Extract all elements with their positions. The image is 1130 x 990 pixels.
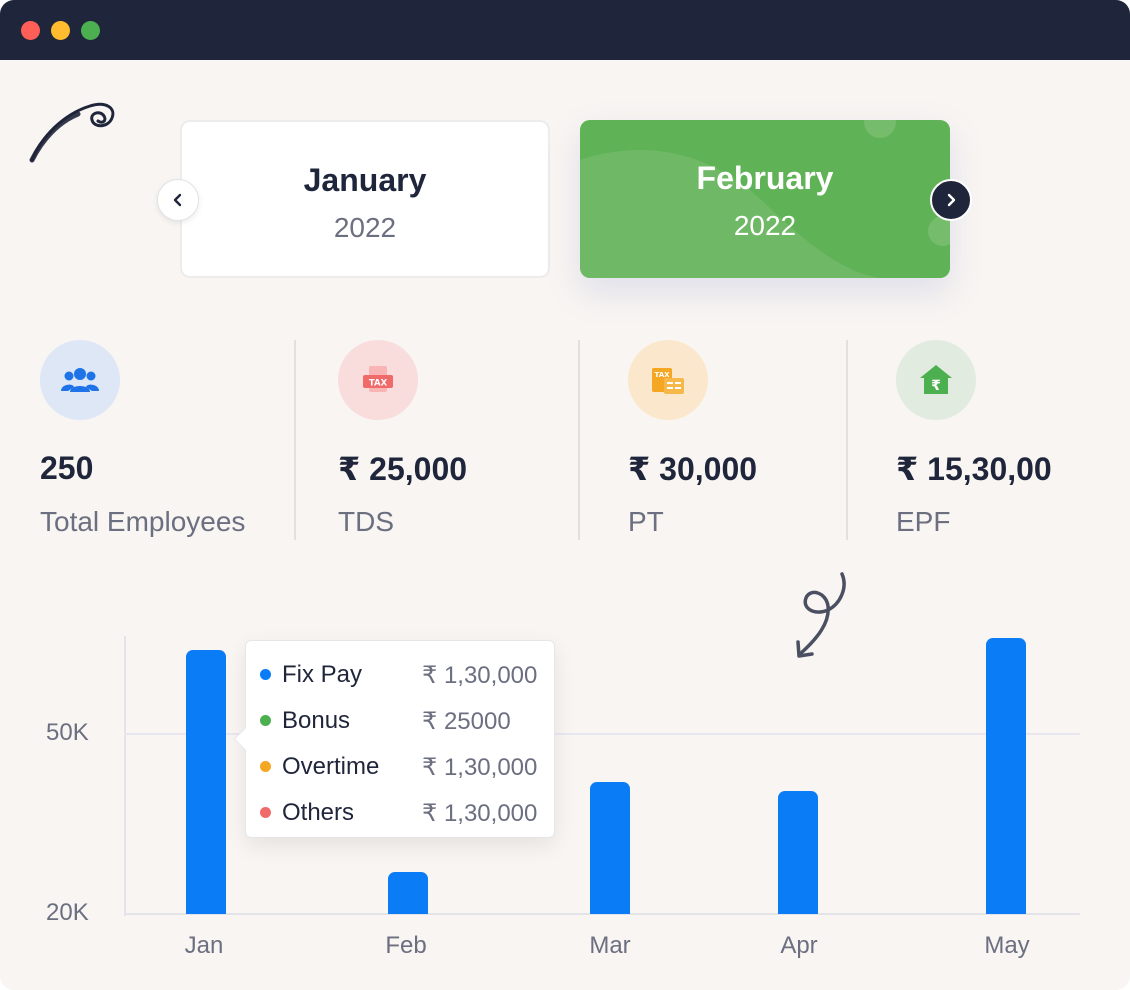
tooltip-row-overtime: Overtime ₹ 1,30,000: [246, 751, 556, 781]
divider: [294, 340, 296, 540]
tooltip-label: Bonus: [282, 707, 351, 734]
tooltip-value: ₹ 1,30,000: [422, 662, 538, 689]
card-bubble-decoration: [864, 120, 896, 138]
maximize-window-button[interactable]: [81, 21, 100, 40]
month-name: January: [303, 162, 427, 198]
svg-text:TAX: TAX: [369, 379, 388, 389]
card-wave-decoration: [580, 150, 880, 278]
close-window-button[interactable]: [21, 21, 40, 40]
stat-label: PT: [628, 506, 664, 537]
x-tick-label: Apr: [780, 932, 818, 959]
tax-document-icon: TAX: [338, 340, 418, 420]
users-icon: [40, 340, 120, 420]
stat-value: ₹ 30,000: [628, 451, 758, 487]
x-tick-label: Jan: [184, 932, 224, 959]
tooltip-value: ₹ 25000: [422, 708, 511, 735]
month-card-current[interactable]: February 2022: [580, 120, 950, 278]
swirl-doodle-icon: [29, 102, 115, 163]
stat-tds: TAX ₹ 25,000 TDS: [338, 340, 568, 540]
stat-value: ₹ 25,000: [338, 451, 468, 487]
tooltip-label: Overtime: [282, 753, 380, 780]
legend-dot: [260, 807, 271, 818]
stat-value: 250: [40, 450, 94, 486]
next-month-button[interactable]: [930, 179, 972, 221]
y-axis: [124, 636, 126, 916]
x-tick-label: Mar: [589, 932, 631, 959]
legend-dot: [260, 715, 271, 726]
stat-epf: ₹ ₹ 15,30,00 EPF: [896, 340, 1096, 540]
stat-label: Total Employees: [40, 506, 246, 537]
title-bar: [0, 0, 1130, 60]
tooltip-label: Fix Pay: [282, 661, 363, 688]
x-tick-label: Feb: [385, 932, 427, 959]
legend-dot: [260, 761, 271, 772]
bar-may[interactable]: [986, 638, 1026, 914]
month-name: February: [696, 160, 834, 196]
bar-mar[interactable]: [590, 782, 630, 914]
tooltip-label: Others: [282, 799, 355, 826]
chevron-right-icon: [947, 193, 956, 207]
stat-label: EPF: [896, 506, 951, 537]
chart-tooltip: Fix Pay ₹ 1,30,000 Bonus ₹ 25000 Overtim…: [233, 640, 556, 838]
gridline: [124, 733, 1080, 735]
stat-value: ₹ 15,30,00: [896, 451, 1052, 487]
card-bubble-decoration: [928, 216, 950, 246]
bar-feb[interactable]: [388, 872, 428, 914]
x-axis: [124, 913, 1080, 915]
tooltip-row-others: Others ₹ 1,30,000: [246, 797, 556, 827]
minimize-window-button[interactable]: [51, 21, 70, 40]
y-tick-label: 50K: [46, 719, 89, 746]
tax-receipt-icon: TAX: [628, 340, 708, 420]
svg-text:₹: ₹: [931, 378, 941, 394]
tooltip-value: ₹ 1,30,000: [422, 800, 538, 827]
previous-month-button[interactable]: [157, 179, 199, 221]
stat-label: TDS: [338, 506, 394, 537]
month-year: 2022: [733, 210, 797, 241]
svg-text:TAX: TAX: [654, 371, 670, 379]
bar-jan[interactable]: [186, 650, 226, 914]
month-year: 2022: [333, 212, 397, 243]
bar-apr[interactable]: [778, 791, 818, 914]
x-tick-label: May: [984, 932, 1030, 959]
curly-arrow-doodle-icon: [796, 572, 846, 658]
stat-pt: TAX ₹ 30,000 PT: [628, 340, 838, 540]
tooltip-row-fix-pay: Fix Pay ₹ 1,30,000: [246, 659, 556, 689]
tooltip-value: ₹ 1,30,000: [422, 754, 538, 781]
chevron-left-icon: [173, 193, 182, 207]
stat-total-employees: 250 Total Employees: [40, 340, 290, 540]
divider: [846, 340, 848, 540]
tooltip-row-bonus: Bonus ₹ 25000: [246, 705, 556, 735]
divider: [578, 340, 580, 540]
month-card-previous[interactable]: January 2022: [180, 120, 550, 278]
legend-dot: [260, 669, 271, 680]
y-tick-label: 20K: [46, 899, 89, 926]
rupee-home-icon: ₹: [896, 340, 976, 420]
